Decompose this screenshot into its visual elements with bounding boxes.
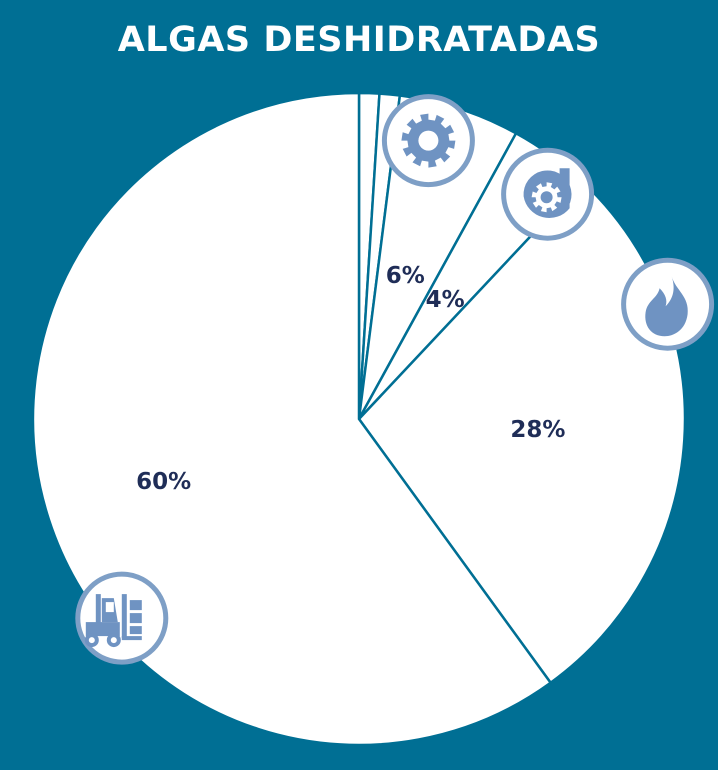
pie-slice-5 (357, 179, 687, 685)
gear-icon (381, 94, 475, 188)
forklift-icon (75, 571, 169, 665)
slice-label-5: 28% (510, 417, 565, 443)
turbine-gear-icon (501, 147, 595, 241)
slice-label-4: 4% (426, 287, 465, 313)
pie-slice-6 (31, 91, 553, 747)
flame-icon (621, 257, 715, 351)
slice-label-6: 60% (136, 469, 191, 495)
slice-label-3: 6% (386, 263, 425, 289)
chart-title: ALGAS DESHIDRATADAS (117, 20, 601, 60)
